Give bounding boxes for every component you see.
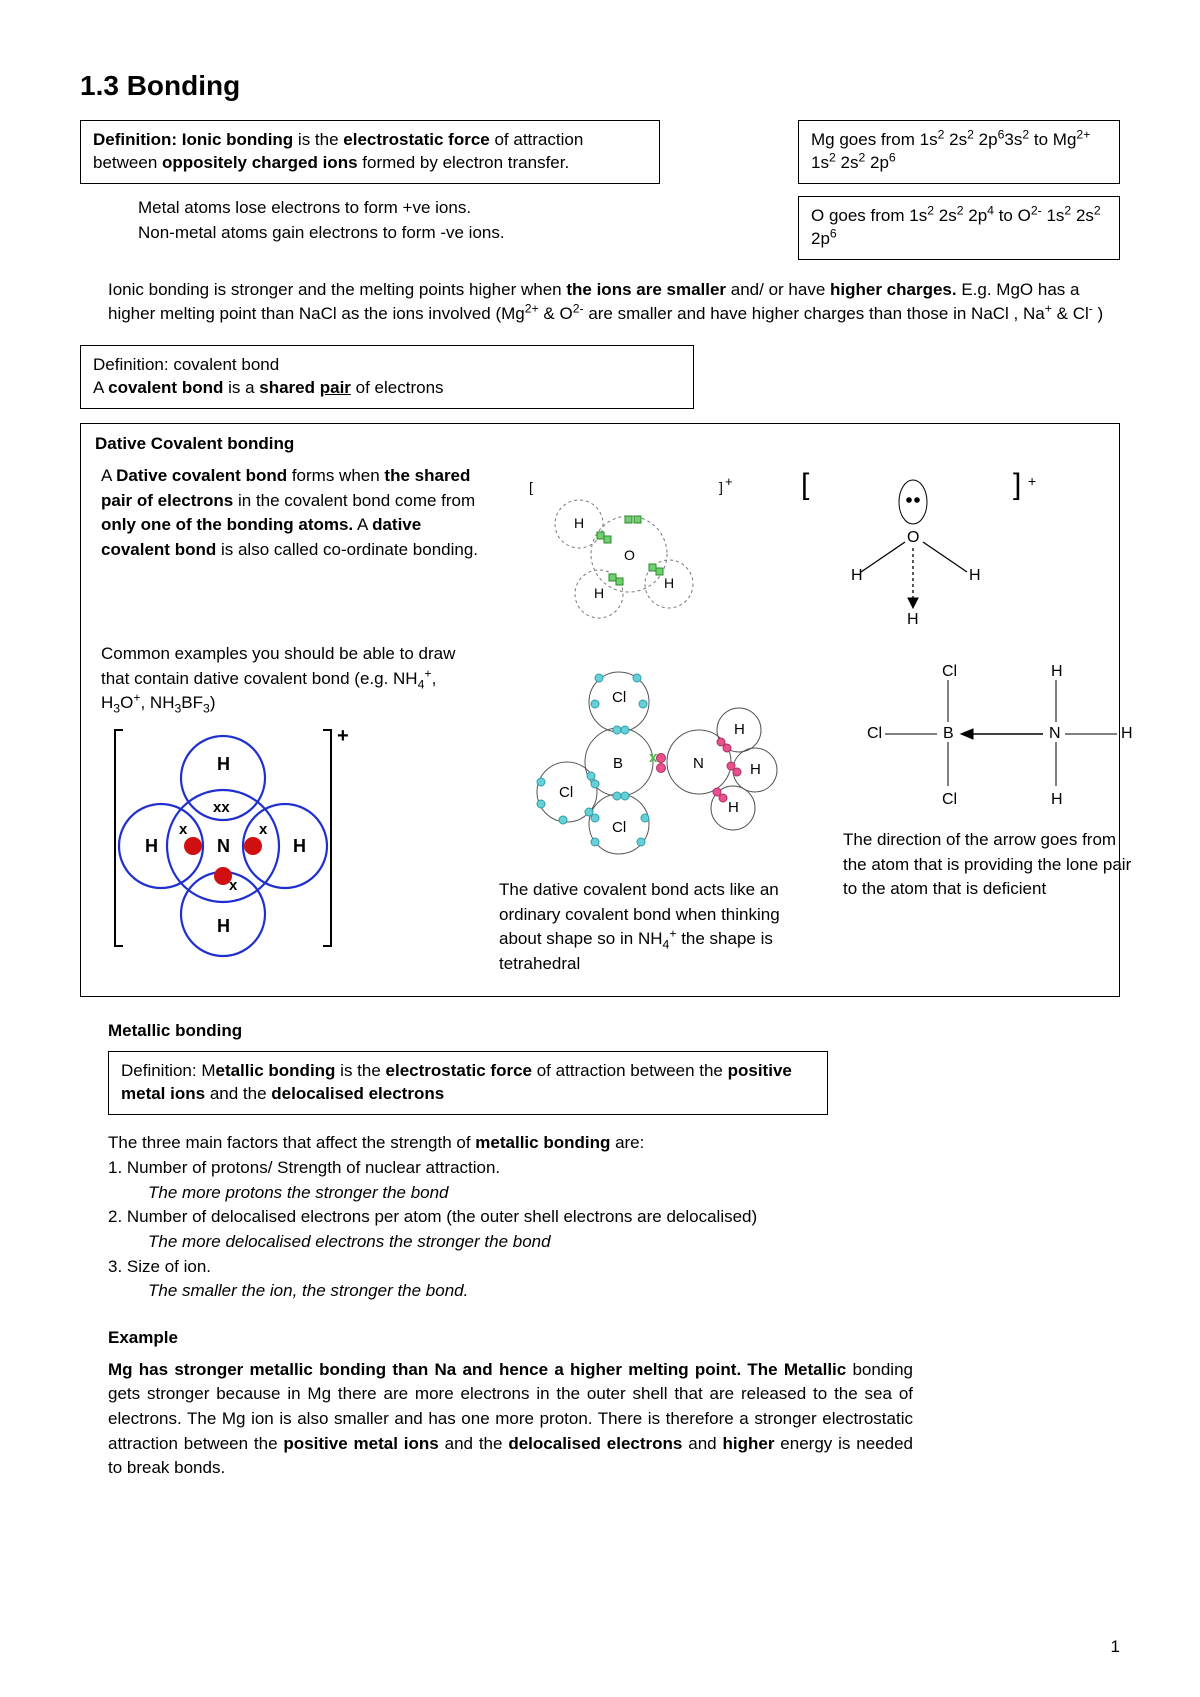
svg-text:H: H (217, 754, 230, 774)
dative-examples: Common examples you should be able to dr… (101, 642, 475, 716)
svg-text:Cl: Cl (612, 819, 626, 836)
svg-text:+: + (337, 725, 349, 747)
svg-text:O: O (907, 529, 919, 546)
row2: Metal atoms lose electrons to form +ve i… (80, 196, 1120, 260)
svg-text:N: N (217, 836, 230, 856)
svg-text:H: H (217, 916, 230, 936)
svg-text:N: N (1049, 725, 1061, 742)
page-title: 1.3 Bonding (80, 70, 1120, 102)
svg-text:Cl: Cl (559, 784, 573, 801)
bcl3nh3-dotcross-diagram: B Cl Cl Cl N (499, 642, 819, 872)
ionic-strength-paragraph: Ionic bonding is stronger and the meltin… (108, 278, 1120, 327)
example-body: Mg has stronger metallic bonding than Na… (108, 1358, 913, 1481)
svg-text:H: H (728, 799, 739, 816)
svg-text:x: x (229, 877, 238, 894)
svg-text:H: H (145, 836, 158, 856)
svg-text:Cl: Cl (612, 689, 626, 706)
bcl3nh3-line-diagram: B N Cl Cl Cl (843, 642, 1163, 822)
top-row: Definition: Ionic bonding is the electro… (80, 120, 1120, 184)
svg-text:H: H (1051, 791, 1063, 808)
svg-text:N: N (693, 755, 704, 772)
svg-text:H: H (907, 611, 919, 628)
svg-text:H: H (574, 515, 584, 531)
svg-text:x: x (259, 821, 268, 838)
svg-text:x: x (179, 821, 188, 838)
svg-text:H: H (734, 721, 745, 738)
dative-title: Dative Covalent bonding (95, 434, 1105, 454)
svg-text:B: B (943, 725, 954, 742)
svg-text:Cl: Cl (942, 663, 957, 680)
svg-text:[: [ (801, 468, 810, 501)
svg-text:H: H (664, 575, 674, 591)
nh4-diagram: + N H H H H (101, 716, 361, 961)
example-title: Example (108, 1328, 1120, 1348)
metallic-title: Metallic bonding (108, 1021, 1120, 1041)
h3o-line-diagram: [ ] + O H H H (783, 464, 1053, 634)
dative-para1: A Dative covalent bond forms when the sh… (101, 464, 485, 563)
metallic-definition-box: Definition: Metallic bonding is the elec… (108, 1051, 828, 1115)
ionic-definition-box: Definition: Ionic bonding is the electro… (80, 120, 660, 184)
svg-text:O: O (624, 547, 635, 563)
svg-text:H: H (293, 836, 306, 856)
svg-text:H: H (594, 585, 604, 601)
svg-text:H: H (969, 567, 981, 584)
svg-text:xx: xx (213, 799, 230, 816)
covalent-definition-box: Definition: covalent bondA covalent bond… (80, 345, 694, 409)
h3o-dotcross-diagram: [] + O H H H (509, 464, 759, 634)
dative-shape-text: The dative covalent bond acts like an or… (499, 878, 799, 977)
page-number: 1 (1111, 1637, 1120, 1657)
svg-text:x: x (649, 749, 658, 766)
svg-text:B: B (613, 755, 623, 772)
svg-text:Cl: Cl (867, 725, 882, 742)
svg-text:H: H (851, 567, 863, 584)
svg-text:]: ] (1013, 468, 1021, 501)
svg-text:H: H (1051, 663, 1063, 680)
svg-text:+: + (725, 474, 733, 489)
svg-text:[: [ (529, 479, 533, 495)
svg-text:+: + (1028, 473, 1036, 489)
svg-text:H: H (750, 761, 761, 778)
mg-config-box: Mg goes from 1s2 2s2 2p63s2 to Mg2+ 1s2 … (798, 120, 1120, 184)
dative-box: Dative Covalent bonding A Dative covalen… (80, 423, 1120, 998)
dative-arrow-text: The direction of the arrow goes from the… (843, 828, 1143, 902)
factors-block: The three main factors that affect the s… (108, 1131, 1120, 1303)
metal-nonmetal-text: Metal atoms lose electrons to form +ve i… (138, 196, 718, 245)
svg-text:Cl: Cl (942, 791, 957, 808)
o-config-box: O goes from 1s2 2s2 2p4 to O2- 1s2 2s2 2… (798, 196, 1120, 260)
svg-text:]: ] (719, 479, 723, 495)
svg-text:H: H (1121, 725, 1133, 742)
